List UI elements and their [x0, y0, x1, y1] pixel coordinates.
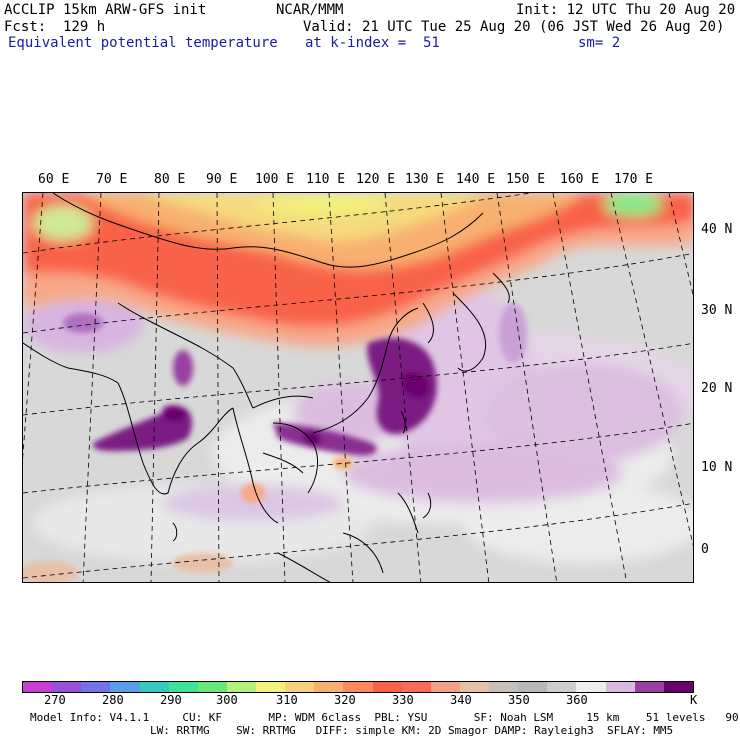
legend-tick-label: 280 — [102, 693, 124, 707]
longitude-label: 130 E — [405, 172, 445, 187]
longitude-label: 60 E — [38, 172, 70, 187]
coastlines — [23, 193, 510, 582]
graticule — [23, 193, 693, 582]
latitude-label: 30 N — [701, 303, 733, 318]
legend-swatch — [663, 682, 693, 692]
longitude-label: 160 E — [560, 172, 600, 187]
latitude-label: 20 N — [701, 381, 733, 396]
legend-swatch — [197, 682, 227, 692]
legend-swatch — [23, 682, 53, 692]
legend-swatch — [256, 682, 286, 692]
legend-tick-label: 330 — [392, 693, 414, 707]
legend-tick-label: 310 — [276, 693, 298, 707]
legend-swatch — [372, 682, 402, 692]
legend-swatch — [576, 682, 606, 692]
legend-swatch — [605, 682, 635, 692]
map-panel — [22, 192, 694, 583]
latitude-label: 40 N — [701, 222, 733, 237]
legend-swatch — [168, 682, 198, 692]
legend-tick-label: 350 — [508, 693, 530, 707]
forecast-hour: Fcst: 129 h — [4, 19, 106, 35]
latitude-label: 10 N — [701, 460, 733, 475]
color-legend-bar — [22, 681, 694, 693]
legend-swatch — [285, 682, 315, 692]
map-field — [23, 193, 693, 582]
legend-tick-label: 270 — [44, 693, 66, 707]
warm-patches — [23, 457, 353, 582]
longitude-label: 80 E — [154, 172, 186, 187]
longitude-label: 110 E — [306, 172, 346, 187]
legend-swatch — [314, 682, 344, 692]
latitude-label: 0 — [701, 542, 709, 557]
center-label: NCAR/MMM — [276, 2, 344, 18]
longitude-label: 170 E — [614, 172, 654, 187]
longitude-label: 140 E — [456, 172, 496, 187]
legend-swatch — [459, 682, 489, 692]
legend-tick-label: 290 — [160, 693, 182, 707]
model-title: ACCLIP 15km ARW-GFS init — [4, 2, 207, 18]
legend-swatch — [430, 682, 460, 692]
legend-tick-label: 360 — [566, 693, 588, 707]
field-name: Equivalent potential temperature — [8, 35, 278, 51]
smoothing-label: sm= 2 — [578, 35, 621, 51]
valid-time: Valid: 21 UTC Tue 25 Aug 20 (06 JST Wed … — [303, 19, 725, 35]
legend-swatch — [139, 682, 169, 692]
model-info-line2: LW: RRTMG SW: RRTMG DIFF: simple KM: 2D … — [150, 724, 674, 737]
longitude-label: 150 E — [506, 172, 546, 187]
legend-unit: K — [690, 693, 698, 707]
moist-regions — [63, 303, 527, 456]
init-time: Init: 12 UTC Thu 20 Aug 20 — [516, 2, 736, 18]
legend-swatch — [52, 682, 82, 692]
legend-swatch — [518, 682, 548, 692]
longitude-label: 120 E — [356, 172, 396, 187]
legend-swatch — [343, 682, 373, 692]
longitude-label: 70 E — [96, 172, 128, 187]
legend-swatch — [81, 682, 111, 692]
legend-swatch — [226, 682, 256, 692]
legend-tick-label: 320 — [334, 693, 356, 707]
legend-swatch — [110, 682, 140, 692]
legend-swatch — [634, 682, 664, 692]
legend-swatch — [547, 682, 577, 692]
legend-tick-label: 340 — [450, 693, 472, 707]
level-label: at k-index = 51 — [305, 35, 440, 51]
model-info-line1: Model Info: V4.1.1 CU: KF MP: WDM 6class… — [30, 711, 740, 724]
legend-tick-label: 300 — [216, 693, 238, 707]
legend-swatch — [401, 682, 431, 692]
longitude-label: 100 E — [255, 172, 295, 187]
longitude-label: 90 E — [206, 172, 238, 187]
midlatitude-field — [23, 193, 693, 347]
legend-swatch — [489, 682, 519, 692]
